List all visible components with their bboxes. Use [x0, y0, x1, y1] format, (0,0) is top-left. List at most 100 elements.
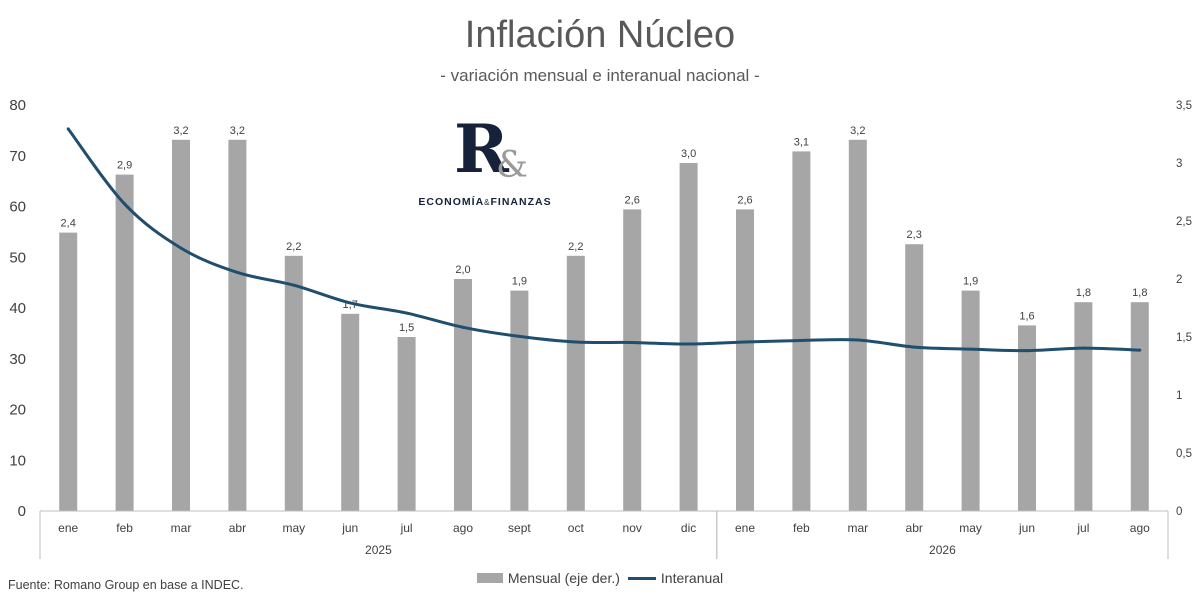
line-point-interanual	[687, 342, 691, 346]
line-point-interanual	[66, 127, 70, 131]
left-axis-tick-label: 30	[9, 351, 26, 368]
logo-name-amp: &	[484, 198, 491, 207]
line-point-interanual	[799, 338, 803, 342]
bar-mensual	[228, 139, 247, 512]
x-axis-category-label: ene	[58, 521, 78, 535]
x-axis-category-label: feb	[793, 521, 810, 535]
bar-data-label: 3,2	[230, 125, 245, 137]
line-point-interanual	[630, 341, 634, 345]
bar-mensual	[172, 139, 190, 512]
bar-mensual	[848, 139, 867, 512]
line-point-interanual	[912, 345, 916, 349]
bar-mensual	[115, 174, 134, 511]
left-axis-tick-label: 20	[9, 402, 26, 419]
bar-data-label: 1,8	[1132, 287, 1147, 299]
brand-logo: R & ECONOMÍA&FINANZAS	[410, 110, 560, 214]
line-point-interanual	[1081, 346, 1085, 350]
bar-mensual	[341, 313, 360, 511]
legend: Mensual (eje der.) Interanual	[0, 570, 1200, 586]
bar-data-label: 2,2	[568, 241, 583, 253]
x-axis-category-label: dic	[681, 521, 696, 535]
left-axis-tick-label: 60	[9, 199, 26, 216]
bar-mensual	[284, 255, 303, 511]
line-point-interanual	[1138, 348, 1142, 352]
logo-name: ECONOMÍA&FINANZAS	[410, 196, 560, 208]
x-axis-group-label: 2026	[929, 543, 956, 557]
right-axis-tick-label: 1	[1176, 390, 1182, 402]
line-point-interanual	[292, 283, 296, 287]
line-point-interanual	[517, 334, 521, 338]
left-axis-tick-label: 10	[9, 452, 26, 469]
line-point-interanual	[856, 338, 860, 342]
bar-data-label: 1,9	[963, 276, 978, 288]
x-axis-category-label: sept	[508, 521, 531, 535]
bar-data-label: 1,5	[399, 322, 414, 334]
bar-data-label: 2,9	[117, 160, 132, 172]
bar-data-label: 2,6	[625, 194, 640, 206]
bar-mensual	[59, 232, 78, 511]
x-axis-category-label: abr	[906, 521, 923, 535]
x-axis-group-label: 2025	[365, 543, 392, 557]
bar-data-label: 2,0	[455, 264, 470, 276]
x-axis-category-label: may	[959, 521, 982, 535]
source-note: Fuente: Romano Group en base a INDEC.	[8, 578, 244, 592]
bar-data-label: 3,1	[794, 136, 809, 148]
right-axis-tick-label: 2	[1176, 274, 1182, 286]
bar-data-label: 3,2	[173, 125, 188, 137]
x-axis-category-label: jul	[1076, 521, 1089, 535]
x-axis-category-label: jun	[341, 521, 358, 535]
right-axis-tick-label: 1,5	[1176, 332, 1192, 344]
bar-mensual	[1074, 302, 1093, 511]
right-axis-tick-label: 0	[1176, 506, 1182, 518]
line-point-interanual	[461, 325, 465, 329]
bar-data-label: 2,3	[907, 229, 922, 241]
bar-data-label: 1,9	[512, 276, 527, 288]
right-axis-tick-label: 0,5	[1176, 448, 1192, 460]
bar-mensual	[623, 209, 642, 511]
bar-mensual	[736, 209, 754, 511]
x-axis-category-label: mar	[171, 521, 192, 535]
line-point-interanual	[969, 347, 973, 351]
logo-name-left: ECONOMÍA	[418, 196, 485, 208]
bar-data-label: 3,2	[850, 125, 865, 137]
logo-ampersand: &	[496, 145, 529, 186]
x-axis-category-label: ago	[453, 521, 473, 535]
legend-line-swatch	[627, 576, 656, 580]
logo-mark: R	[454, 110, 509, 188]
x-axis-category-label: abr	[229, 521, 246, 535]
legend-bar-swatch	[476, 573, 503, 583]
right-axis-tick-label: 2,5	[1176, 216, 1192, 228]
left-axis-tick-label: 40	[9, 300, 26, 317]
x-axis-category-label: nov	[623, 521, 642, 535]
line-point-interanual	[348, 301, 352, 305]
line-point-interanual	[1025, 349, 1029, 353]
chart-title: Inflación Núcleo	[464, 14, 736, 56]
chart-subtitle: - variación mensual e interanual naciona…	[440, 66, 760, 85]
right-axis-tick-label: 3,5	[1176, 100, 1192, 112]
bar-mensual	[679, 163, 698, 511]
line-point-interanual	[574, 340, 578, 344]
x-axis-category-label: mar	[847, 521, 868, 535]
bar-data-label: 1,8	[1076, 287, 1091, 299]
left-axis-tick-label: 0	[18, 503, 26, 520]
line-point-interanual	[405, 311, 409, 315]
legend-label-interanual: Interanual	[660, 570, 724, 586]
bar-mensual	[510, 290, 529, 511]
bar-data-label: 2,6	[737, 194, 752, 206]
x-axis-category-label: may	[282, 521, 305, 535]
left-axis-tick-label: 80	[9, 97, 26, 114]
bar-data-label: 3,0	[681, 148, 696, 160]
legend-label-mensual: Mensual (eje der.)	[507, 570, 620, 586]
x-axis-category-label: feb	[116, 521, 133, 535]
bar-data-label: 2,2	[286, 241, 301, 253]
bar-mensual	[905, 244, 924, 511]
bar-data-label: 2,4	[61, 218, 76, 230]
right-axis-tick-label: 3	[1176, 158, 1182, 170]
left-axis-tick-label: 70	[9, 148, 26, 165]
bar-mensual	[961, 290, 980, 511]
bar-mensual	[1130, 302, 1149, 511]
line-point-interanual	[235, 270, 239, 274]
x-axis-category-label: jul	[400, 521, 413, 535]
bar-mensual	[397, 337, 416, 511]
